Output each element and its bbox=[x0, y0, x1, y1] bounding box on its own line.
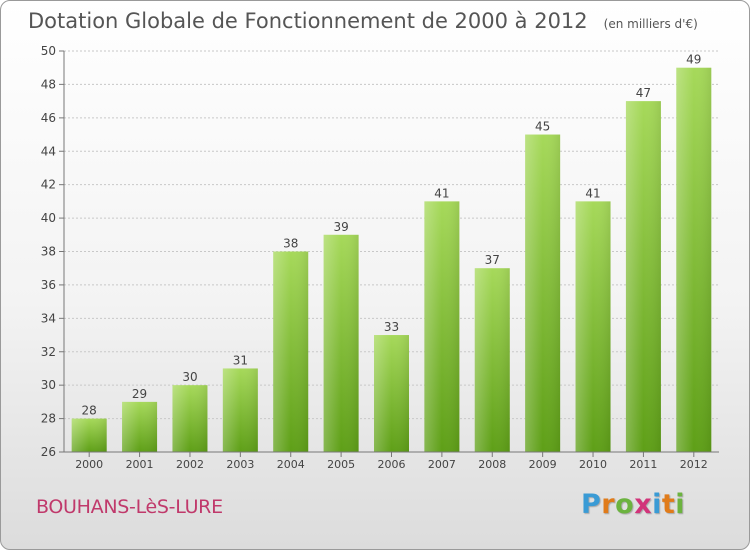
bar-shade bbox=[474, 268, 510, 452]
town-name: BOUHANS-LèS-LURE bbox=[36, 496, 223, 518]
logo-letter: o bbox=[615, 489, 635, 520]
x-tick-label: 2000 bbox=[75, 458, 103, 471]
logo-letter: t bbox=[661, 489, 676, 520]
y-tick-label: 36 bbox=[41, 278, 56, 292]
y-tick-label: 28 bbox=[41, 412, 56, 426]
bar-shade bbox=[525, 134, 561, 452]
data-label: 28 bbox=[82, 404, 97, 418]
data-label: 33 bbox=[384, 320, 399, 334]
y-tick-label: 40 bbox=[41, 211, 56, 225]
bar-shade bbox=[222, 368, 258, 452]
chart-subtitle: (en milliers d'€) bbox=[603, 17, 698, 31]
bar-shade bbox=[71, 418, 107, 452]
logo-letter: r bbox=[601, 489, 616, 520]
x-tick-label: 2006 bbox=[378, 458, 406, 471]
x-tick-label: 2007 bbox=[428, 458, 456, 471]
data-label: 41 bbox=[585, 186, 600, 200]
data-label: 31 bbox=[233, 353, 248, 367]
data-label: 29 bbox=[132, 387, 147, 401]
y-axis: 26 28 30 32 34 36 38 40 42 44 46 48 50 bbox=[41, 44, 65, 459]
x-tick-label: 2002 bbox=[176, 458, 204, 471]
data-label: 45 bbox=[535, 120, 550, 134]
y-tick-label: 50 bbox=[41, 44, 56, 58]
x-axis: 2000 2001 2002 2003 2004 2005 2006 2007 2008 2009… bbox=[64, 451, 719, 471]
data-label: 39 bbox=[333, 220, 348, 234]
bar-shade bbox=[676, 67, 712, 452]
bar-shade bbox=[122, 401, 158, 452]
logo-letter: i bbox=[675, 489, 686, 520]
bar-shade bbox=[172, 385, 208, 452]
logo-letter: P bbox=[581, 489, 602, 520]
logo-letter: x bbox=[634, 489, 653, 520]
y-tick-label: 34 bbox=[41, 311, 56, 325]
logo-letter: i bbox=[652, 489, 662, 520]
bar-shade bbox=[424, 201, 460, 452]
y-tick-label: 26 bbox=[41, 445, 56, 459]
data-label: 49 bbox=[686, 53, 701, 67]
x-tick-label: 2009 bbox=[529, 458, 557, 471]
y-tick-label: 48 bbox=[41, 77, 56, 91]
x-tick-label: 2008 bbox=[478, 458, 506, 471]
y-tick-label: 46 bbox=[41, 111, 56, 125]
proxiti-logo[interactable]: Proxiti bbox=[581, 489, 685, 520]
bar-shade bbox=[575, 201, 611, 452]
y-tick-label: 44 bbox=[41, 144, 56, 158]
y-tick-label: 30 bbox=[41, 378, 56, 392]
data-label: 30 bbox=[182, 370, 197, 384]
bar-shade bbox=[273, 251, 309, 452]
x-tick-label: 2012 bbox=[680, 458, 708, 471]
data-label: 38 bbox=[283, 237, 298, 251]
x-tick-label: 2004 bbox=[277, 458, 305, 471]
data-label: 41 bbox=[434, 186, 449, 200]
x-tick-label: 2001 bbox=[126, 458, 154, 471]
x-tick-label: 2011 bbox=[629, 458, 657, 471]
chart-title-text: Dotation Globale de Fonctionnement de 20… bbox=[28, 9, 588, 33]
x-tick-label: 2003 bbox=[226, 458, 254, 471]
data-label: 37 bbox=[485, 253, 500, 267]
y-tick-label: 32 bbox=[41, 345, 56, 359]
bar-shade bbox=[374, 335, 409, 452]
y-tick-label: 42 bbox=[41, 178, 56, 192]
bars: 28 29 30 31 38 39 33 41 37 45 41 47 49 bbox=[71, 53, 712, 452]
bar-shade bbox=[323, 234, 359, 452]
x-tick-label: 2005 bbox=[327, 458, 355, 471]
bar-shade bbox=[625, 101, 661, 452]
chart-title: Dotation Globale de Fonctionnement de 20… bbox=[28, 9, 698, 33]
x-tick-label: 2010 bbox=[579, 458, 607, 471]
data-label: 47 bbox=[636, 86, 651, 100]
y-tick-label: 38 bbox=[41, 245, 56, 259]
